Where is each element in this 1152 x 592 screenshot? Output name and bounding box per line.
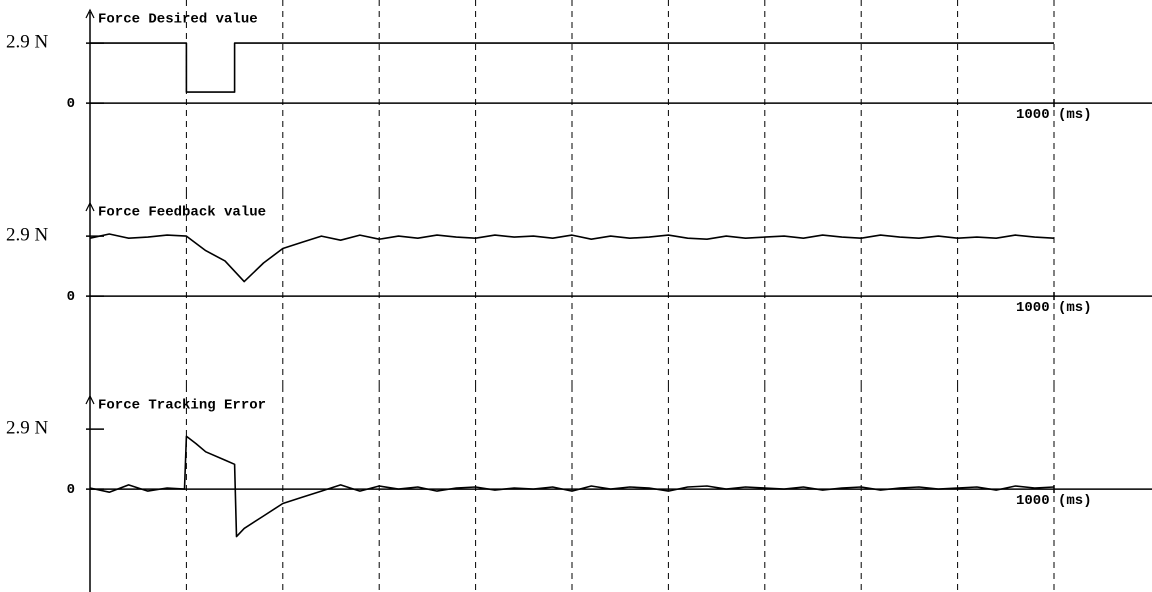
y-tick-label: 2.9 N <box>6 31 49 52</box>
y-tick-label: 2.9 N <box>6 417 49 438</box>
axis-arrow <box>85 201 95 212</box>
chart-title: Force Feedback value <box>98 205 266 221</box>
axis-arrow <box>85 8 95 19</box>
axis-arrow <box>85 394 95 405</box>
x-tick-label: 1000 (ms) <box>1016 493 1092 509</box>
y-tick-label: 0 <box>67 289 75 305</box>
y-tick-label: 0 <box>67 482 75 498</box>
chart-title: Force Desired value <box>98 12 258 28</box>
x-tick-label: 1000 (ms) <box>1016 300 1092 316</box>
data-line <box>89 233 1055 283</box>
y-tick-label: 2.9 N <box>6 224 49 245</box>
y-tick-label: 0 <box>67 96 75 112</box>
data-line <box>89 435 1055 538</box>
x-tick-label: 1000 (ms) <box>1016 107 1092 123</box>
chart-title: Force Tracking Error <box>98 398 266 414</box>
data-line <box>90 42 1054 93</box>
